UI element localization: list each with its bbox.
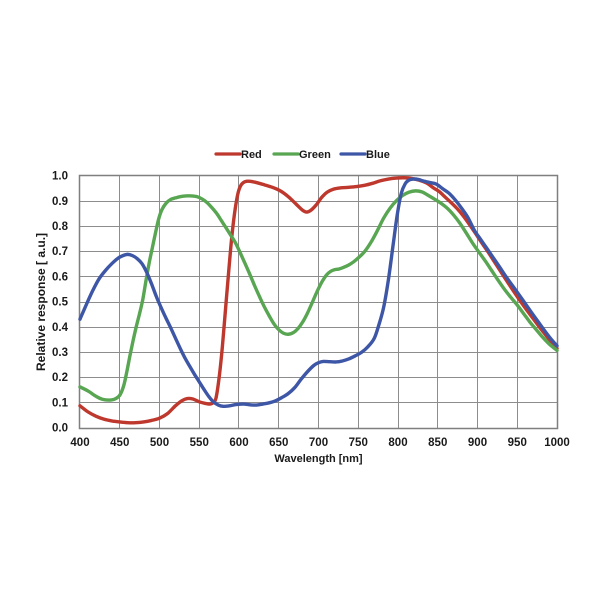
svg-text:1.0: 1.0 — [52, 171, 68, 183]
svg-text:0.7: 0.7 — [52, 246, 68, 258]
svg-text:0.6: 0.6 — [52, 271, 68, 283]
svg-text:0.3: 0.3 — [52, 347, 68, 359]
svg-text:Blue: Blue — [366, 149, 390, 161]
svg-text:650: 650 — [269, 437, 288, 449]
svg-text:0.8: 0.8 — [52, 221, 69, 233]
svg-text:800: 800 — [388, 437, 407, 449]
svg-text:0.5: 0.5 — [52, 297, 69, 309]
svg-text:950: 950 — [508, 437, 527, 449]
svg-text:450: 450 — [110, 437, 129, 449]
svg-text:1000: 1000 — [544, 437, 570, 449]
svg-text:750: 750 — [349, 437, 368, 449]
svg-text:0.1: 0.1 — [52, 397, 69, 409]
svg-text:Green: Green — [299, 149, 331, 161]
svg-text:600: 600 — [229, 437, 248, 449]
svg-text:550: 550 — [190, 437, 209, 449]
svg-text:0.2: 0.2 — [52, 372, 68, 384]
svg-text:0.4: 0.4 — [52, 322, 69, 334]
svg-text:Red: Red — [241, 149, 262, 161]
svg-text:850: 850 — [428, 437, 447, 449]
svg-text:0.0: 0.0 — [52, 423, 68, 435]
svg-text:Relative response [ a.u.]: Relative response [ a.u.] — [34, 233, 48, 371]
svg-text:Wavelength [nm]: Wavelength [nm] — [274, 453, 363, 465]
svg-text:0.9: 0.9 — [52, 196, 68, 208]
svg-text:700: 700 — [309, 437, 328, 449]
svg-text:500: 500 — [150, 437, 169, 449]
svg-text:400: 400 — [70, 437, 89, 449]
svg-text:900: 900 — [468, 437, 487, 449]
